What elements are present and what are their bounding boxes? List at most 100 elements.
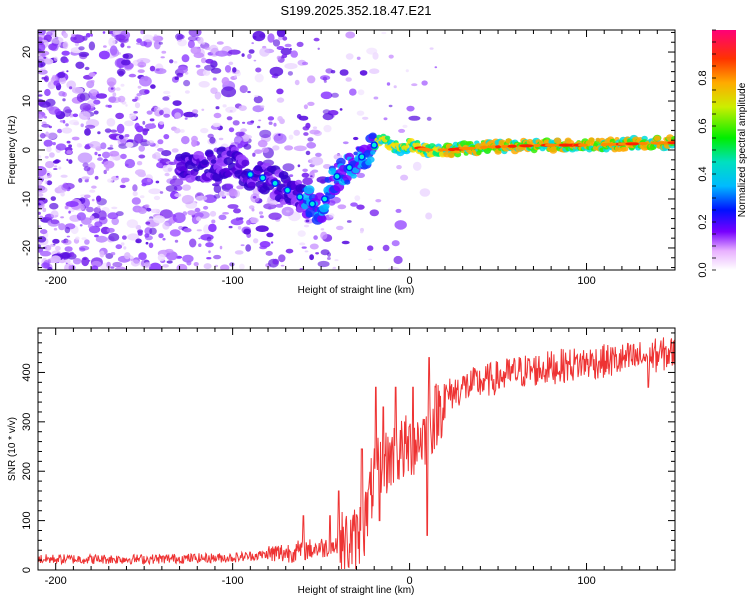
spectrogram-noise-speck xyxy=(142,128,148,136)
spectrogram-noise-speck xyxy=(114,266,127,270)
spectrogram-noise-speck xyxy=(93,110,99,115)
spectrogram-noise-speck xyxy=(240,128,248,133)
spectrogram-noise-speck xyxy=(138,145,145,152)
spectrogram-noise-speck xyxy=(253,238,259,244)
spectrogram-noise-speck xyxy=(228,49,241,55)
spectrogram-noise-speck xyxy=(339,69,349,76)
spectrogram-noise-speck xyxy=(406,105,415,112)
spectrogram-noise-speck xyxy=(47,173,52,179)
spectrogram-noise-speck xyxy=(225,106,237,114)
spectrogram-ridge-blob xyxy=(201,159,209,166)
spectrogram-ridge-blob xyxy=(257,161,264,166)
spectrogram-noise-speck xyxy=(158,233,164,239)
spectrogram-noise-speck xyxy=(106,227,115,233)
spectrogram-noise-speck xyxy=(208,250,211,254)
spectrogram-noise-speck xyxy=(245,244,252,252)
spectrogram-noise-speck xyxy=(69,86,73,90)
spectrogram-peak-blob xyxy=(500,144,510,149)
spectrogram-noise-speck xyxy=(246,121,254,125)
spectrogram-noise-speck xyxy=(81,176,90,180)
spectrogram-noise-speck xyxy=(57,128,63,134)
spectrogram-noise-speck xyxy=(303,132,309,136)
spectrogram-noise-speck xyxy=(66,80,77,90)
spectrogram-noise-speck xyxy=(149,227,157,235)
spectrogram-noise-speck xyxy=(138,154,146,159)
spectrogram-noise-speck xyxy=(145,221,151,225)
spectrogram-noise-speck xyxy=(276,55,281,61)
spectrogram-noise-speck xyxy=(402,124,408,128)
spectrogram-noise-speck xyxy=(173,60,178,64)
spectrogram-noise-speck xyxy=(419,188,431,197)
spectrogram-noise-speck xyxy=(237,143,243,149)
spectrogram-noise-speck xyxy=(272,145,280,151)
spectrogram-noise-speck xyxy=(289,174,294,178)
spectrogram-ridge-blob xyxy=(247,181,256,189)
spectrogram-noise-speck xyxy=(160,56,165,59)
spectrogram-noise-speck xyxy=(71,136,80,141)
spectrogram-noise-speck xyxy=(94,221,103,228)
spectrogram-noise-speck xyxy=(165,185,178,192)
spectrogram-noise-speck xyxy=(53,165,58,168)
spectrogram-noise-speck xyxy=(55,245,61,251)
spectrogram-node-blob xyxy=(321,195,329,203)
spectrogram-noise-speck xyxy=(194,207,201,213)
spectrogram-noise-speck xyxy=(49,202,59,210)
colorbar-tick-label: 0.6 xyxy=(697,118,709,133)
colorbar-ticks: 0.0 0.2 0.4 0.6 0.8 xyxy=(697,29,716,278)
spectrogram-noise-speck xyxy=(38,205,42,209)
spectrogram-noise-speck xyxy=(307,137,314,142)
spectrogram-noise-speck xyxy=(191,139,197,147)
spectrogram-noise-speck xyxy=(137,230,143,236)
spectrogram-noise-speck xyxy=(90,79,95,84)
spectrogram-noise-speck xyxy=(297,230,306,237)
spectrogram-ytick-label: 10 xyxy=(21,95,33,107)
spectrogram-noise-speck xyxy=(213,112,222,119)
colorbar-tick-label: 0.8 xyxy=(697,70,709,85)
spectrogram-noise-speck xyxy=(182,184,191,191)
spectrogram-noise-speck xyxy=(213,194,221,199)
spectrogram-noise-speck xyxy=(169,178,184,187)
spectrogram-noise-speck xyxy=(148,188,162,195)
spectrogram-noise-speck xyxy=(38,225,41,228)
spectrogram-noise-speck xyxy=(334,259,339,262)
colorbar: 0.0 0.2 0.4 0.6 0.8 Normalized spectral ampl… xyxy=(697,29,748,278)
spectrogram-noise-speck xyxy=(233,208,241,214)
spectrogram-peak-blob xyxy=(463,146,477,150)
spectrogram-noise-speck xyxy=(174,112,182,120)
spectrogram-noise-speck xyxy=(146,140,155,145)
spectrogram-noise-speck xyxy=(98,210,107,221)
spectrogram-noise-speck xyxy=(278,133,281,136)
spectrogram-noise-speck xyxy=(322,76,328,81)
spectrogram-noise-speck xyxy=(106,118,116,127)
spectrogram-noise-speck xyxy=(240,244,245,247)
spectrogram-noise-speck xyxy=(101,151,111,159)
spectrogram-noise-speck xyxy=(61,50,70,56)
spectrogram-noise-speck xyxy=(163,113,171,118)
spectrogram-noise-speck xyxy=(175,33,184,40)
spectrogram-noise-speck xyxy=(124,137,129,140)
spectrogram-noise-speck xyxy=(268,212,282,220)
spectrogram-noise-speck xyxy=(66,158,69,162)
spectrogram-noise-speck xyxy=(235,131,245,137)
spectrogram-noise-speck xyxy=(354,195,361,201)
spectrogram-noise-speck xyxy=(258,211,264,215)
spectrogram-noise-speck xyxy=(310,175,313,178)
spectrogram-noise-speck xyxy=(203,194,217,203)
spectrogram-noise-speck xyxy=(153,106,161,113)
spectrogram-noise-speck xyxy=(38,98,44,105)
spectrogram-noise-speck xyxy=(112,92,117,97)
spectrogram-noise-speck xyxy=(200,57,207,64)
spectrogram-noise-speck xyxy=(40,229,48,235)
spectrogram-noise-speck xyxy=(346,220,352,223)
spectrogram-noise-speck xyxy=(187,210,196,216)
spectrogram-noise-speck xyxy=(261,147,270,153)
spectrogram-noise-speck xyxy=(60,174,68,178)
spectrogram-ridge-blob xyxy=(622,146,629,152)
spectrogram-noise-speck xyxy=(193,262,199,267)
spectrogram-noise-speck xyxy=(257,125,261,129)
spectrogram-noise-speck xyxy=(159,209,173,219)
spectrogram-node-blob xyxy=(296,193,304,201)
spectrogram-noise-speck xyxy=(213,254,222,260)
spectrogram-noise-speck xyxy=(95,235,108,243)
spectrogram-noise-speck xyxy=(79,224,83,227)
